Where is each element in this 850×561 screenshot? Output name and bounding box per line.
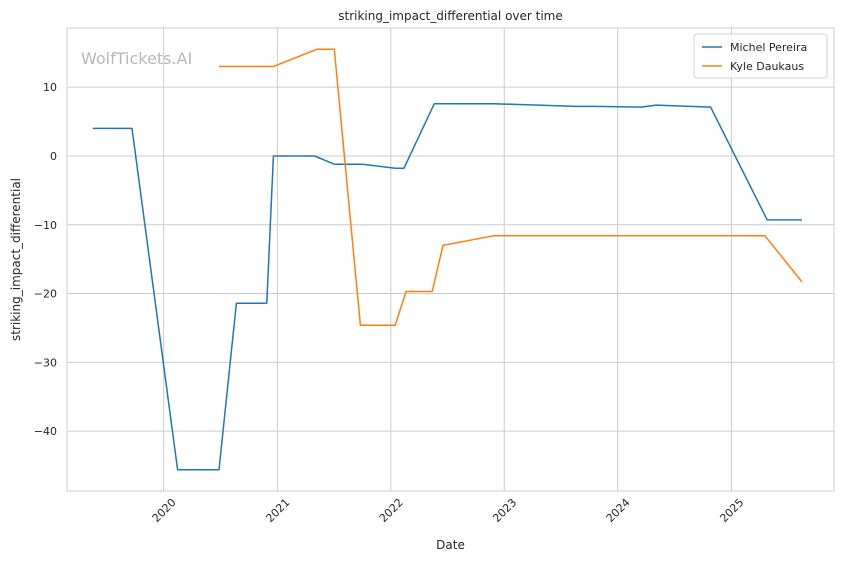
y-tick-label: −20: [34, 288, 57, 301]
series-lines: [92, 48, 803, 471]
y-tick-label: −10: [34, 219, 57, 232]
legend-label: Kyle Daukaus: [730, 60, 804, 73]
y-axis-label: striking_impact_differential: [9, 178, 23, 341]
y-tick-label: 0: [50, 150, 57, 163]
x-tick-label: 2021: [263, 496, 292, 525]
legend-label: Michel Pereira: [730, 41, 807, 54]
grid: [67, 28, 834, 491]
legend-box: [693, 33, 828, 79]
x-tick-label: 2020: [150, 496, 179, 525]
legend: Michel Pereira Kyle Daukaus: [693, 33, 828, 79]
plot-frame: [66, 27, 835, 492]
x-tick-labels: 2020 2021 2022 2023 2024 2025: [150, 496, 747, 525]
x-tick-label: 2023: [490, 496, 519, 525]
y-tick-label: −40: [34, 425, 57, 438]
y-tick-labels: 10 0 −10 −20 −30 −40: [34, 81, 57, 438]
x-tick-label: 2025: [717, 496, 746, 525]
y-tick-label: 10: [43, 81, 57, 94]
chart-title: striking_impact_differential over time: [338, 9, 563, 23]
y-tick-label: −30: [34, 356, 57, 369]
series-line-1: [219, 48, 803, 326]
x-tick-label: 2024: [604, 496, 633, 525]
x-tick-label: 2022: [377, 496, 406, 525]
x-axis-label: Date: [436, 538, 465, 552]
watermark: WolfTickets.AI: [81, 49, 192, 68]
series-line-0: [92, 102, 802, 471]
